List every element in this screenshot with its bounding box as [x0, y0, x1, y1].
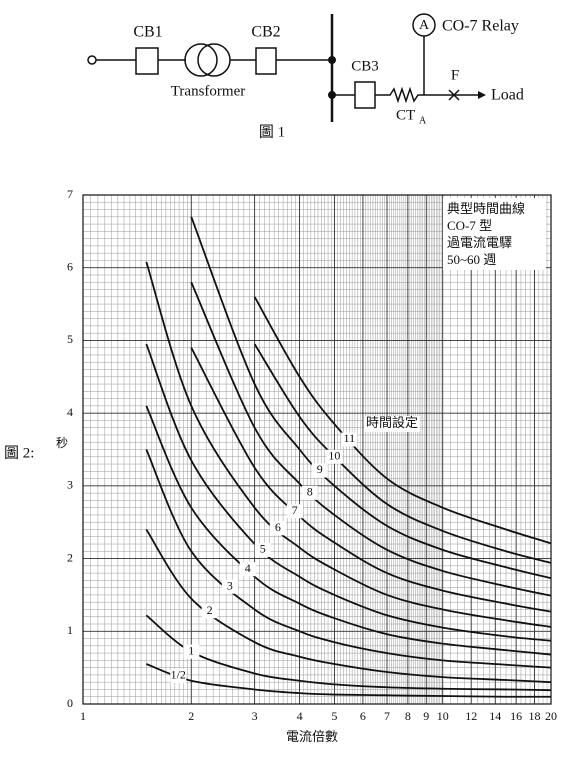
curve-label: 11: [344, 431, 356, 445]
label: CB2: [251, 24, 280, 41]
curve: [253, 296, 552, 545]
x-tick-label: 1: [80, 709, 86, 723]
breaker: [255, 47, 277, 75]
label: A: [419, 115, 427, 126]
curve-label-bg: [170, 668, 187, 683]
curve: [145, 528, 552, 684]
curve: [145, 449, 552, 669]
current-transformer: [375, 86, 448, 104]
annotation: CO-7 型: [447, 218, 492, 233]
curve-label: 4: [245, 561, 251, 575]
ammeter: [412, 13, 436, 37]
curve-label: 10: [328, 449, 340, 463]
y-tick-label: 2: [67, 550, 73, 564]
figure-label: 圖 2:: [4, 444, 34, 461]
x-tick-label: 7: [384, 709, 390, 723]
x-tick-label: 18: [529, 709, 541, 723]
curve-label-heading: 時間設定: [366, 415, 418, 430]
curve-label: 8: [307, 485, 313, 499]
curve: [145, 614, 552, 692]
x-tick-label: 14: [489, 709, 501, 723]
curve-label-bg: [254, 542, 271, 557]
label: CT: [396, 107, 415, 123]
curve: [145, 405, 552, 656]
y-tick-label: 1: [67, 623, 73, 637]
breaker: [135, 47, 159, 75]
curve: [190, 347, 552, 613]
annotation: 過電流電驛: [447, 235, 512, 250]
transformer-coil: [184, 43, 218, 77]
x-tick-label: 4: [297, 709, 303, 723]
y-tick-label: 0: [67, 696, 73, 710]
circuit-diagram: CB1 CB2 Transformer CB3 A CO-7 Relay F L…: [87, 13, 524, 140]
caption: 圖 1: [259, 123, 285, 140]
curve: [190, 281, 552, 597]
node: [328, 56, 336, 64]
curve-label-bg: [311, 463, 328, 478]
x-tick-label: 2: [188, 709, 194, 723]
curve-label: 1/2: [171, 668, 186, 682]
curve-label-bg: [201, 604, 218, 619]
x-tick-label: 3: [252, 709, 258, 723]
label: Transformer: [171, 83, 245, 99]
curve-label: 2: [207, 603, 213, 617]
y-tick-label: 4: [67, 405, 73, 419]
x-tick-label: 6: [360, 709, 366, 723]
heading-bg: [364, 416, 420, 432]
curve-label-bg: [326, 449, 343, 464]
annotation-box: [443, 198, 546, 270]
x-tick-label: 16: [510, 709, 522, 723]
annotation: 典型時間曲線: [447, 201, 525, 216]
curve-label: 5: [260, 542, 266, 556]
curve-label: 7: [292, 503, 298, 517]
y-tick-label: 7: [67, 187, 73, 201]
label: F: [451, 67, 459, 83]
curve-label: 3: [227, 578, 233, 592]
y-tick-label: 5: [67, 332, 73, 346]
x-tick-label: 9: [423, 709, 429, 723]
curve-label-bg: [183, 644, 200, 659]
x-tick-label: 5: [331, 709, 337, 723]
y-tick-label: 3: [67, 478, 73, 492]
curve: [253, 343, 552, 564]
curve-label-bg: [269, 521, 286, 536]
label: CB1: [133, 24, 162, 41]
label: A: [419, 18, 430, 33]
curve-label: 6: [275, 520, 281, 534]
x-tick-label: 20: [545, 709, 557, 723]
x-tick-label: 10: [437, 709, 449, 723]
x-tick-label: 8: [405, 709, 411, 723]
curve: [146, 663, 552, 698]
y-axis-label: 秒: [56, 436, 68, 450]
curve: [190, 216, 552, 580]
x-axis-label: 電流倍數: [286, 729, 338, 744]
curve-label: 1: [188, 643, 194, 657]
x-tick-label: 12: [465, 709, 477, 723]
curve-label: 9: [317, 462, 323, 476]
label: CB3: [351, 58, 379, 74]
curve: [145, 343, 552, 642]
curve-label-bg: [221, 579, 238, 594]
label: Load: [491, 87, 524, 104]
label: CO-7 Relay: [442, 18, 519, 35]
y-tick-label: 6: [67, 259, 73, 273]
arrow: [478, 91, 486, 99]
curve-label-bg: [341, 432, 358, 447]
curve-label-bg: [286, 504, 303, 519]
curve-label-bg: [301, 485, 318, 500]
plot-frame: [82, 194, 552, 705]
annotation: 50~60 週: [447, 252, 496, 267]
curve-label-bg: [239, 562, 256, 577]
curve: [145, 261, 552, 628]
